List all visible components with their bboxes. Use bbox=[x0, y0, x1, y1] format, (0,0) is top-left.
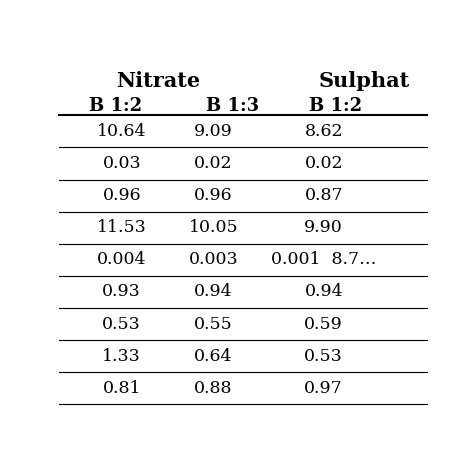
Text: 0.96: 0.96 bbox=[194, 187, 233, 204]
Text: Sulphat: Sulphat bbox=[319, 72, 410, 91]
Text: 0.53: 0.53 bbox=[304, 347, 343, 365]
Text: B 1:2: B 1:2 bbox=[89, 97, 142, 115]
Text: 0.55: 0.55 bbox=[194, 316, 233, 333]
Text: 0.96: 0.96 bbox=[102, 187, 141, 204]
Text: 0.03: 0.03 bbox=[102, 155, 141, 172]
Text: 8.62: 8.62 bbox=[304, 123, 343, 140]
Text: 11.53: 11.53 bbox=[97, 219, 146, 236]
Text: B 1:2: B 1:2 bbox=[309, 97, 362, 115]
Text: 0.004: 0.004 bbox=[97, 251, 146, 268]
Text: 10.64: 10.64 bbox=[97, 123, 146, 140]
Text: 0.001  8.7…: 0.001 8.7… bbox=[271, 251, 376, 268]
Text: 9.09: 9.09 bbox=[194, 123, 233, 140]
Text: 1.33: 1.33 bbox=[102, 347, 141, 365]
Text: 0.53: 0.53 bbox=[102, 316, 141, 333]
Text: 0.81: 0.81 bbox=[102, 380, 141, 397]
Text: 0.94: 0.94 bbox=[304, 283, 343, 301]
Text: 0.97: 0.97 bbox=[304, 380, 343, 397]
Text: Nitrate: Nitrate bbox=[117, 72, 201, 91]
Text: 0.64: 0.64 bbox=[194, 347, 233, 365]
Text: 0.59: 0.59 bbox=[304, 316, 343, 333]
Text: 0.003: 0.003 bbox=[189, 251, 238, 268]
Text: 0.93: 0.93 bbox=[102, 283, 141, 301]
Text: 0.02: 0.02 bbox=[194, 155, 233, 172]
Text: 0.88: 0.88 bbox=[194, 380, 233, 397]
Text: 9.90: 9.90 bbox=[304, 219, 343, 236]
Text: B 1:3: B 1:3 bbox=[206, 97, 259, 115]
Text: 0.02: 0.02 bbox=[304, 155, 343, 172]
Text: 0.94: 0.94 bbox=[194, 283, 233, 301]
Text: 10.05: 10.05 bbox=[189, 219, 238, 236]
Text: 0.87: 0.87 bbox=[304, 187, 343, 204]
